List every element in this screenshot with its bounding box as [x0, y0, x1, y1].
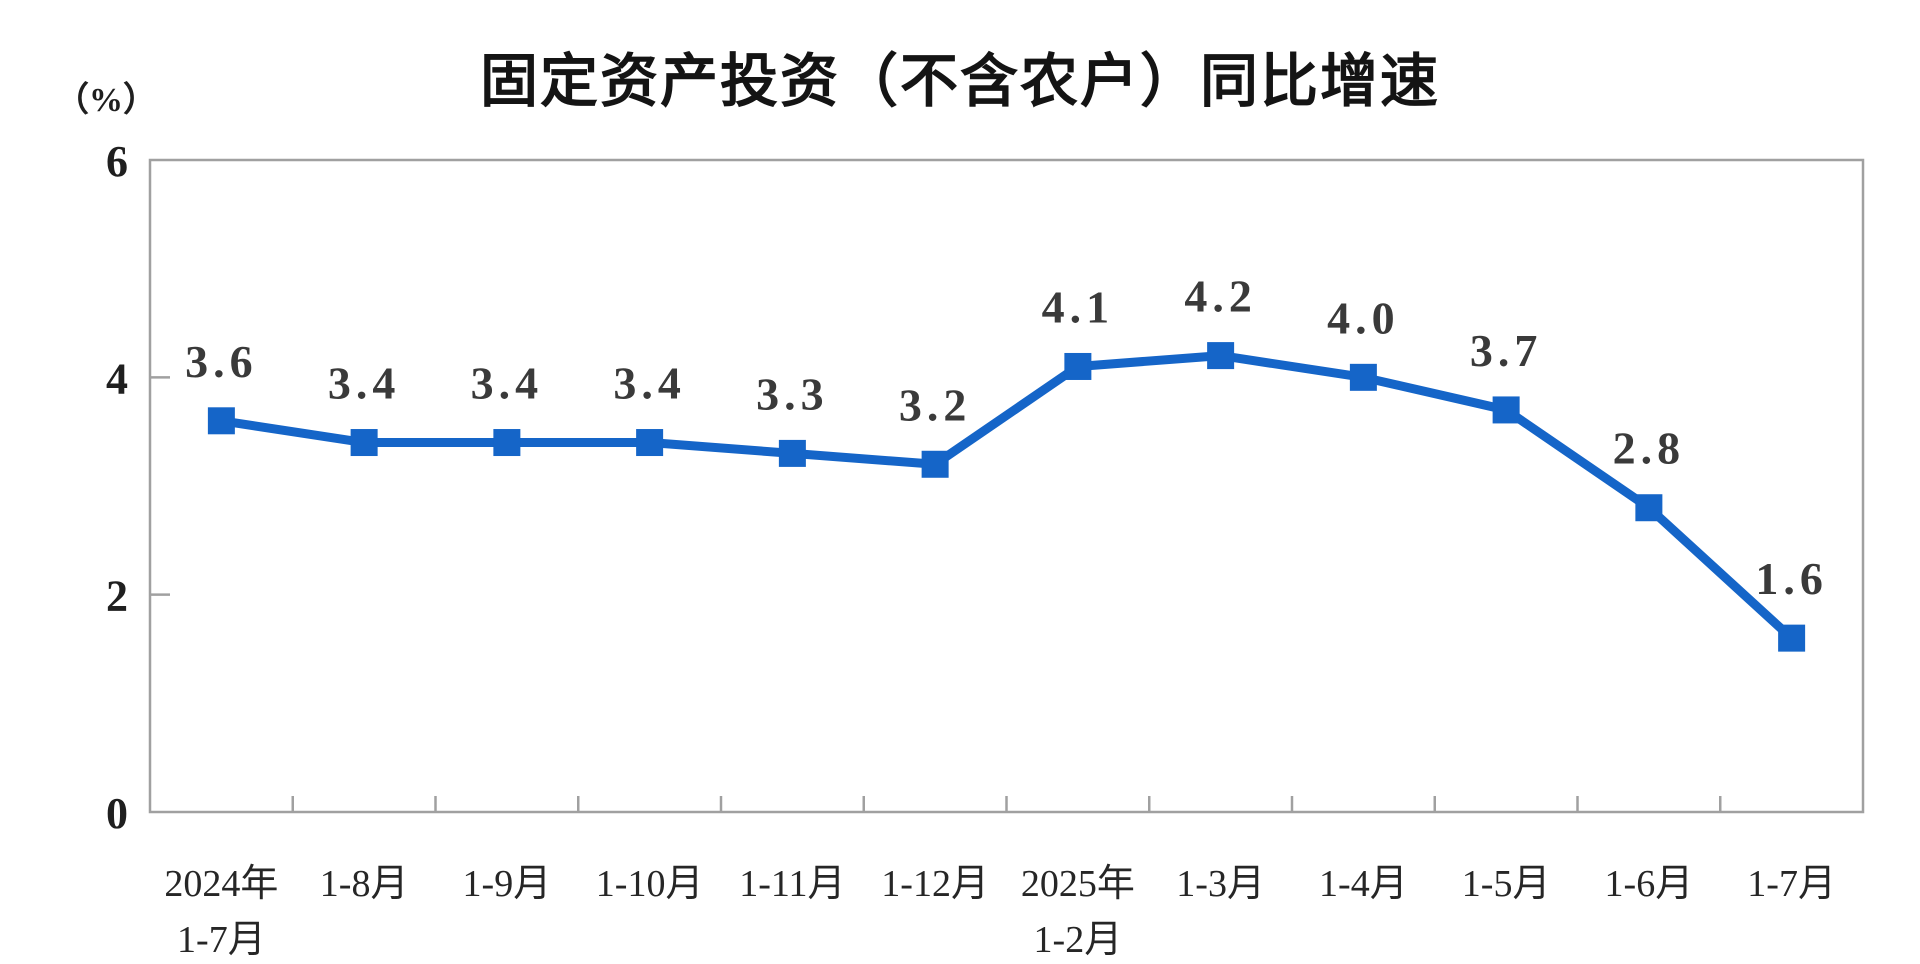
plot-area-border: [148, 158, 1865, 814]
y-axis-unit-label: （%）: [55, 80, 157, 119]
data-point-marker: [1635, 494, 1663, 522]
x-axis-category-label: 1-12月: [881, 863, 989, 905]
data-point-label: 2.8: [1613, 423, 1686, 474]
x-axis-category-label: 1-5月: [1462, 863, 1551, 905]
data-point-label: 3.6: [185, 336, 258, 387]
data-point-marker: [207, 407, 235, 435]
x-axis-category-label: 2024年 1-7月: [164, 863, 278, 961]
data-point-marker: [1492, 396, 1520, 424]
x-axis-category-label: 1-9月: [463, 863, 552, 905]
data-point-label: 3.4: [613, 358, 686, 409]
data-series: 3.6 3.4 3.4 3.4 3.3 3.2 4.1 4.2 4.0 3.7 2.8 1.6: [185, 271, 1828, 652]
y-axis-tick-label: 6: [106, 137, 128, 186]
y-axis: 0 2 4 6 （%）: [55, 80, 170, 838]
x-axis-category-label: 2025年 1-2月: [1021, 863, 1135, 961]
x-axis-category-label: 1-11月: [739, 863, 845, 905]
data-point-marker: [636, 429, 664, 457]
x-axis-category-label: 1-6月: [1605, 863, 1694, 905]
data-point-marker: [493, 429, 521, 457]
x-axis-category-label: 1-3月: [1176, 863, 1265, 905]
data-point-label: 1.6: [1755, 553, 1828, 604]
data-point-marker: [921, 450, 949, 478]
x-axis-category-label: 1-4月: [1319, 863, 1408, 905]
series-line: [216, 351, 1797, 643]
data-point-label: 4.0: [1327, 292, 1400, 343]
data-point-label: 3.2: [899, 379, 972, 430]
x-axis: 2024年 1-7月 1-8月 1-9月 1-10月 1-11月 1-12月 2025年 1-2…: [164, 796, 1836, 961]
x-axis-category-label: 1-7月: [1747, 863, 1836, 905]
data-point-label: 3.3: [756, 368, 829, 419]
data-point-marker: [1064, 352, 1092, 380]
x-axis-category-label: 1-8月: [320, 863, 409, 905]
data-point-label: 3.4: [328, 358, 401, 409]
data-point-marker: [1207, 342, 1235, 370]
y-axis-tick-label: 4: [106, 354, 128, 403]
data-point-marker: [1349, 363, 1377, 391]
chart-title: 固定资产投资（不含农户）同比增速: [479, 49, 1440, 114]
y-axis-tick-label: 2: [106, 572, 128, 621]
data-point-label: 3.7: [1470, 325, 1543, 376]
x-axis-category-label: 1-10月: [596, 863, 704, 905]
data-point-label: 3.4: [471, 358, 544, 409]
data-point-label: 4.1: [1042, 281, 1115, 332]
data-point-marker: [1778, 624, 1806, 652]
y-axis-tick-label: 0: [106, 789, 128, 838]
data-point-label: 4.2: [1184, 271, 1257, 322]
data-point-marker: [778, 439, 806, 467]
data-point-marker: [350, 429, 378, 457]
